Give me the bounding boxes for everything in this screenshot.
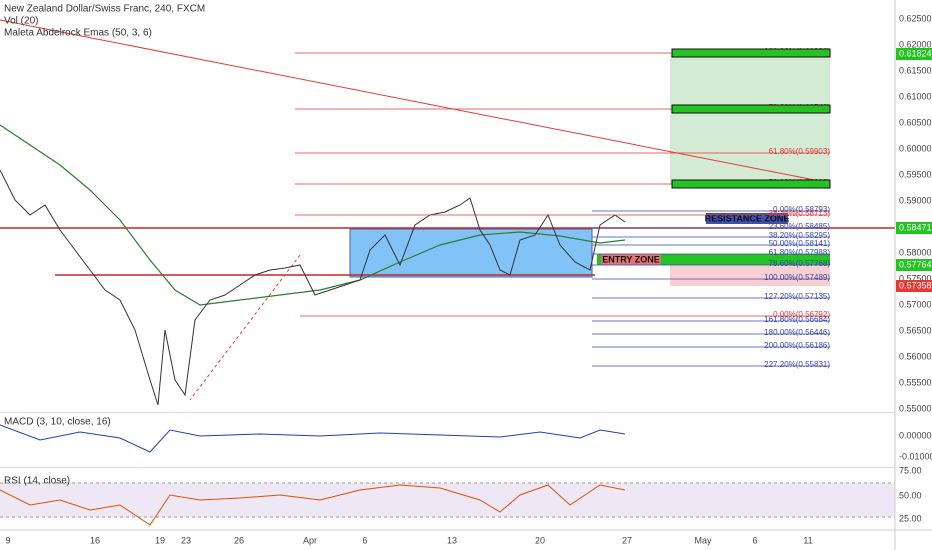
time-tick: 23 [181, 535, 191, 545]
time-tick: 13 [447, 535, 457, 545]
fib-label: 200.00%(0.56186) [764, 341, 830, 350]
fib-label: 61.80%(0.57988) [769, 248, 831, 257]
fib-label: 61.80%(0.59903) [769, 147, 831, 156]
time-tick: 26 [234, 535, 244, 545]
macd-line [0, 424, 626, 453]
price-tick: 0.60500 [899, 117, 932, 127]
entry-label-bg [601, 254, 661, 265]
price-tick: 0.61500 [899, 65, 932, 75]
fib-label: 0.00%(0.58793) [773, 205, 830, 214]
profit-zone [670, 54, 830, 185]
fib-label: 50.00%(0.58141) [769, 239, 831, 248]
price-tick: 0.59500 [899, 169, 932, 179]
price-tick: 0.57000 [899, 299, 932, 309]
target-bar [671, 48, 831, 58]
time-tick: 9 [5, 535, 10, 545]
price-badge-label: 0.57358 [899, 280, 932, 290]
fib-label: 100.00%(0.57489) [764, 273, 830, 282]
time-tick: 20 [535, 535, 545, 545]
fib-label: 0.00%(0.56792) [773, 310, 830, 319]
price-tick: 0.55000 [899, 403, 932, 413]
fib-label: 180.00%(0.56446) [764, 328, 830, 337]
time-tick: May [694, 535, 712, 545]
price-badge [896, 259, 932, 271]
ema-50 [0, 124, 626, 306]
time-tick: 16 [90, 535, 100, 545]
trendline [0, 19, 831, 184]
time-tick: Apr [303, 535, 317, 545]
indicator-label: Maleta Abdelrock Emas (50, 3, 6) [4, 28, 152, 39]
macd-title: MACD (3, 10, close, 16) [4, 417, 111, 428]
fib-label: 38.20%(0.58713) [769, 209, 831, 218]
price-badge [896, 48, 932, 60]
fib-label: 127.20%(0.57135) [764, 292, 830, 301]
price-tick: 0.56500 [899, 325, 932, 335]
indicator-label: Vol (20) [4, 16, 38, 27]
price-axis-bg [895, 0, 932, 550]
price-tick: 0.61000 [899, 91, 932, 101]
price-tick: 0.62500 [899, 13, 932, 23]
target-bar [671, 104, 831, 114]
rsi-tick: 50.00 [899, 490, 922, 500]
price-tick: 0.58000 [899, 247, 932, 257]
fib-label: 23.60%(0.58485) [769, 222, 831, 231]
fib-label: 38.20%(0.58295) [769, 231, 831, 240]
price-tick: 0.57500 [899, 273, 932, 283]
rsi-line [0, 484, 626, 526]
macd-tick: 0.00000 [899, 430, 932, 440]
time-tick: 19 [155, 535, 165, 545]
price-badge-label: 0.58471 [899, 222, 932, 232]
rsi-band [0, 483, 895, 517]
chart-title: New Zealand Dollar/Swiss Franc, 240, FXC… [4, 4, 205, 15]
range-box [349, 228, 593, 278]
rsi-tick: 75.00 [899, 465, 922, 475]
time-tick: 6 [752, 535, 757, 545]
resistance-label-bg [706, 213, 788, 224]
fib-label: 161.80%(0.56684) [764, 315, 830, 324]
price-tick: 0.62000 [899, 39, 932, 49]
price-tick: 0.55500 [899, 377, 932, 387]
time-tick: 11 [803, 535, 812, 545]
macd-tick: -0.01000 [899, 451, 932, 461]
entry-bar [597, 254, 830, 265]
zone-label: RESISTANCE ZONE [705, 213, 790, 223]
loss-zone [670, 265, 830, 286]
target-bar [671, 179, 831, 189]
time-tick: 27 [622, 535, 632, 545]
pane-divider [0, 412, 895, 413]
time-tick: 6 [362, 535, 367, 545]
price-path [0, 169, 626, 406]
fib-label: 227.20%(0.55831) [764, 360, 830, 369]
zone-label: ENTRY ZONE [602, 254, 660, 264]
rsi-tick: 25.00 [899, 513, 922, 523]
price-tick: 0.60000 [899, 143, 932, 153]
price-badge-label: 0.57764 [899, 259, 932, 269]
rsi-title: RSI (14, close) [4, 476, 70, 487]
price-tick: 0.56000 [899, 351, 932, 361]
trend-dashed [189, 254, 301, 401]
price-tick: 0.59000 [899, 195, 932, 205]
price-badge-label: 0.61824 [899, 48, 932, 58]
price-badge [896, 222, 932, 234]
pane-divider [0, 467, 895, 468]
price-badge [896, 280, 932, 292]
fib-label: 78.60%(0.57768) [769, 259, 831, 268]
